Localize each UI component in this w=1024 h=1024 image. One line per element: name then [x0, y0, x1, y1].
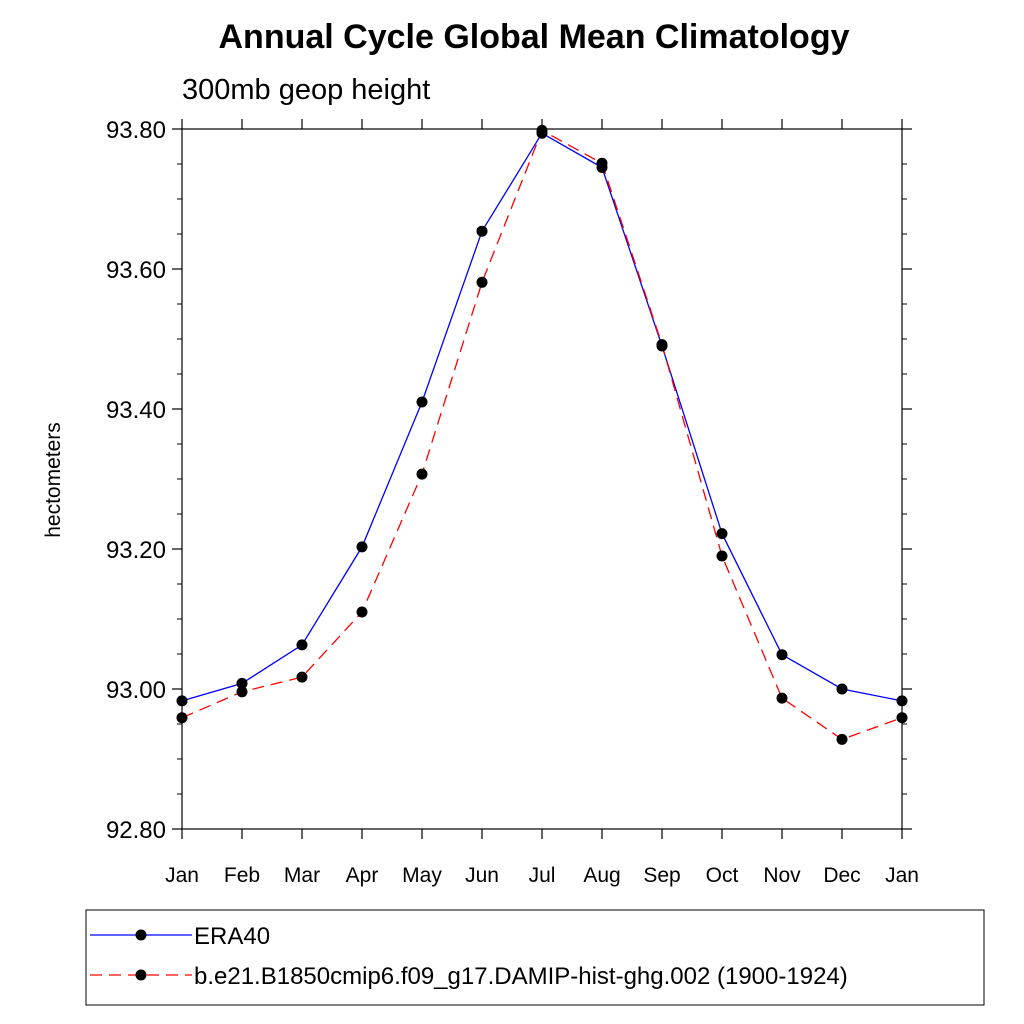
- x-tick-label: Dec: [823, 864, 860, 887]
- chart-title: Annual Cycle Global Mean Climatology: [219, 18, 850, 56]
- y-tick-label: 93.40: [106, 397, 166, 424]
- data-point-series-0: [236, 677, 248, 689]
- y-tick-label: 93.60: [106, 257, 166, 284]
- data-point-series-0: [356, 541, 368, 553]
- data-point-series-1: [716, 550, 728, 562]
- data-point-series-1: [596, 157, 608, 169]
- x-tick-label: Oct: [706, 864, 739, 887]
- y-tick-label: 93.00: [106, 677, 166, 704]
- data-point-series-0: [296, 639, 308, 651]
- y-tick-label: 92.80: [106, 817, 166, 844]
- data-point-series-0: [176, 695, 188, 707]
- y-axis-label: hectometers: [42, 422, 65, 538]
- data-point-series-1: [536, 124, 548, 136]
- x-tick-label: Jun: [465, 864, 499, 887]
- data-point-series-0: [416, 396, 428, 408]
- data-point-series-1: [236, 686, 248, 698]
- data-point-series-0: [896, 695, 908, 707]
- data-point-series-0: [776, 649, 788, 661]
- data-point-series-1: [776, 692, 788, 704]
- x-tick-label: Feb: [224, 864, 260, 887]
- y-tick-label: 93.80: [106, 117, 166, 144]
- x-tick-label: May: [402, 864, 442, 887]
- plot-frame: [181, 128, 903, 830]
- data-point-series-0: [476, 225, 488, 237]
- x-tick-label: Jul: [529, 864, 556, 887]
- x-tick-label: Sep: [643, 864, 680, 887]
- data-point-series-1: [416, 468, 428, 480]
- series-line-1: [181, 129, 903, 741]
- x-tick-label: Jan: [885, 864, 919, 887]
- legend: ERA40 b.e21.B1850cmip6.f09_g17.DAMIP-hist…: [85, 909, 985, 1006]
- data-point-series-1: [656, 339, 668, 351]
- x-tick-label: Aug: [583, 864, 620, 887]
- legend-box: [85, 909, 985, 1006]
- legend-label-0: ERA40: [194, 923, 270, 950]
- legend-label-1: b.e21.B1850cmip6.f09_g17.DAMIP-hist-ghg.…: [194, 963, 848, 990]
- data-point-series-1: [176, 712, 188, 724]
- x-tick-label: Nov: [763, 864, 801, 887]
- data-point-series-0: [716, 528, 728, 540]
- data-point-series-1: [836, 733, 848, 745]
- x-tick-label: Mar: [284, 864, 320, 887]
- legend-marker-1: [135, 969, 147, 981]
- y-ticks: 92.80 93.00 93.20 93.40 93.60 93.80: [106, 117, 912, 844]
- legend-entries: ERA40 b.e21.B1850cmip6.f09_g17.DAMIP-hist…: [90, 923, 848, 990]
- y-tick-label: 93.20: [106, 537, 166, 564]
- series-line-0: [181, 132, 903, 702]
- x-tick-label: Apr: [346, 864, 379, 887]
- x-tick-label: Jan: [165, 864, 199, 887]
- data-point-series-1: [476, 276, 488, 288]
- x-ticks: Jan Feb Mar Apr May Jun Jul Aug Sep Oct Nov Dec Jan: [165, 119, 919, 887]
- data-point-series-0: [836, 683, 848, 695]
- data-point-series-1: [356, 606, 368, 618]
- legend-marker-0: [135, 929, 147, 941]
- data-point-series-1: [296, 671, 308, 683]
- chart-subtitle: 300mb geop height: [182, 74, 430, 106]
- data-point-series-1: [896, 712, 908, 724]
- series-group: [176, 124, 908, 745]
